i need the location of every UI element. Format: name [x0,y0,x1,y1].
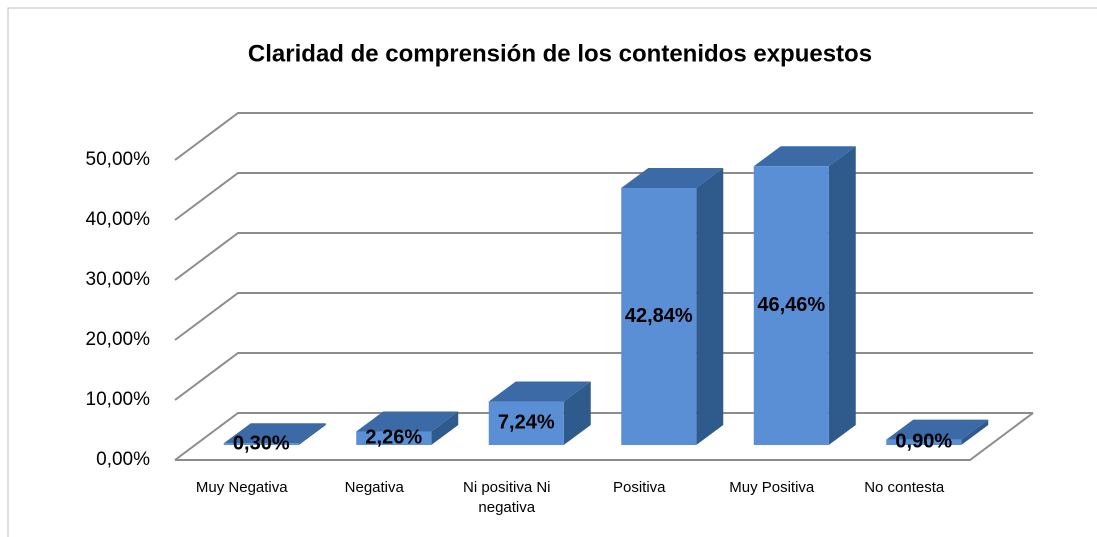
grid-line [174,292,1033,341]
bar [753,166,829,446]
bar-side [431,411,459,445]
grid-line [174,112,1033,161]
x-tick-label: No contesta [864,479,945,496]
grid-line [174,232,1033,281]
bar [621,187,697,445]
y-tick-label: 20,00% [86,329,151,350]
bar-top [886,419,989,440]
floor-edge [175,412,1034,461]
y-tick-label: 40,00% [86,209,151,230]
value-label: 0,30% [233,432,290,454]
value-label: 42,84% [625,305,693,327]
bar-side [696,167,724,445]
grid-line [174,352,1033,401]
bar-side [298,423,326,445]
y-tick-label: 0,00% [96,449,150,470]
x-tick-label: Muy Negativa [195,479,288,496]
bar-top [356,411,459,432]
bar [886,439,962,445]
y-tick-label: 30,00% [86,269,151,290]
bar-side [961,419,989,445]
bar-top [223,423,326,444]
x-tick-label: Negativa [344,479,404,496]
bar-top [488,381,591,402]
y-tick-label: 50,00% [86,149,151,170]
x-tick-label: Muy Positiva [729,479,815,496]
bar [488,401,564,445]
bar [223,443,299,445]
bar [356,431,432,445]
value-label: 46,46% [757,294,825,316]
bar-side [563,381,591,445]
bar-side [828,146,856,446]
value-label: 7,24% [498,412,555,434]
bar-top [621,167,724,188]
value-label: 2,26% [365,427,422,449]
x-tick-label: Ni positiva Ni negativa [462,479,551,516]
chart-border [7,7,1097,537]
bar-top [753,146,856,167]
x-tick-label: Positiva [612,479,666,496]
y-tick-label: 10,00% [86,389,151,410]
grid-line [174,172,1033,221]
chart-title: Claridad de comprensión de los contenido… [248,40,872,67]
value-label: 0,90% [895,431,952,453]
